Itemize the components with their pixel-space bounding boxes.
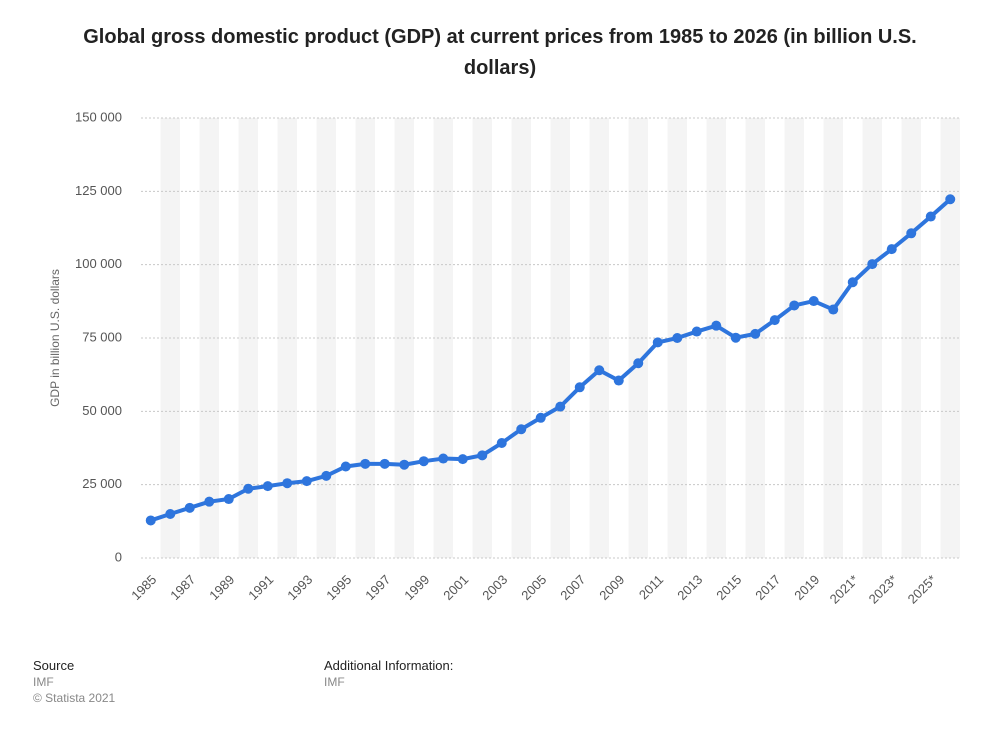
point (906, 228, 917, 239)
point (808, 296, 819, 307)
x-tick-label: 2019 (791, 572, 822, 603)
y-tick-label: 100 000 (75, 256, 122, 271)
x-tick-label: 2017 (752, 572, 783, 603)
point (340, 461, 351, 472)
x-tick-label: 2025* (905, 572, 940, 607)
x-tick-label: 2003 (479, 572, 510, 603)
point (652, 337, 663, 348)
point (613, 375, 624, 386)
x-tick-label: 2005 (518, 572, 549, 603)
band (238, 118, 258, 558)
point (672, 333, 683, 343)
source: Source IMF © Statista 2021 (33, 658, 115, 706)
point (145, 515, 156, 526)
x-tick-label: 2021* (827, 572, 862, 607)
point (828, 304, 839, 315)
band (550, 118, 570, 558)
band (394, 118, 414, 558)
point (535, 412, 546, 423)
band (277, 118, 297, 558)
x-tick-label: 1985 (128, 572, 159, 603)
point (321, 470, 332, 481)
x-tick-label: 1991 (245, 572, 276, 603)
point (633, 358, 644, 369)
point (223, 494, 234, 505)
point (925, 211, 936, 222)
point (516, 424, 527, 435)
x-tick-label: 2013 (674, 572, 705, 603)
point (711, 320, 722, 331)
band (862, 118, 882, 558)
x-tick-label: 1987 (167, 572, 198, 603)
info-text: IMF (324, 675, 345, 689)
y-tick-label: 150 000 (75, 109, 122, 124)
point (379, 458, 390, 469)
source-text: IMF (33, 675, 54, 689)
point (789, 300, 800, 311)
y-tick-label: 50 000 (82, 403, 122, 418)
y-tick-label: 25 000 (82, 476, 122, 491)
point (477, 450, 488, 461)
point (594, 365, 605, 376)
point (438, 453, 449, 464)
point (574, 382, 585, 393)
x-tick-label: 2011 (636, 572, 666, 602)
point (262, 481, 273, 492)
info-heading: Additional Information: (324, 658, 454, 673)
x-tick-label: 2001 (440, 572, 471, 603)
point (750, 328, 761, 339)
point (301, 476, 312, 487)
band (433, 118, 453, 558)
point (457, 454, 468, 465)
chart-title: Global gross domestic product (GDP) at c… (83, 26, 917, 79)
point (555, 401, 566, 412)
copyright: © Statista 2021 (33, 691, 116, 705)
point (769, 315, 780, 326)
source-heading: Source (33, 658, 75, 673)
x-tick-label: 2007 (557, 572, 588, 603)
y-tick-label: 0 (115, 549, 122, 564)
band (706, 118, 726, 558)
point (360, 458, 371, 469)
x-tick-label: 1993 (284, 572, 315, 603)
point (184, 502, 195, 513)
point (730, 332, 741, 343)
point (496, 438, 507, 449)
y-axis-label: GDP in billion U.S. dollars (48, 269, 62, 407)
x-tick-label: 1997 (362, 572, 393, 603)
point (399, 459, 410, 470)
point (867, 259, 878, 270)
additional-info: Additional Information: IMF (324, 658, 453, 690)
y-tick-label: 75 000 (82, 329, 122, 344)
point (282, 478, 293, 489)
y-tick-label: 125 000 (75, 183, 122, 198)
x-tick-label: 1999 (401, 572, 432, 603)
point (945, 194, 956, 205)
point (204, 496, 215, 507)
point (691, 326, 702, 337)
x-tick-label: 2015 (713, 572, 744, 603)
x-tick-label: 1989 (206, 572, 237, 603)
point (165, 509, 176, 519)
point (418, 456, 429, 467)
x-tick-label: 1995 (323, 572, 354, 603)
band (589, 118, 609, 558)
point (847, 277, 858, 288)
x-tick-label: 2023* (866, 572, 901, 607)
x-tick-label: 2009 (596, 572, 627, 603)
point (886, 244, 897, 255)
point (243, 483, 254, 494)
